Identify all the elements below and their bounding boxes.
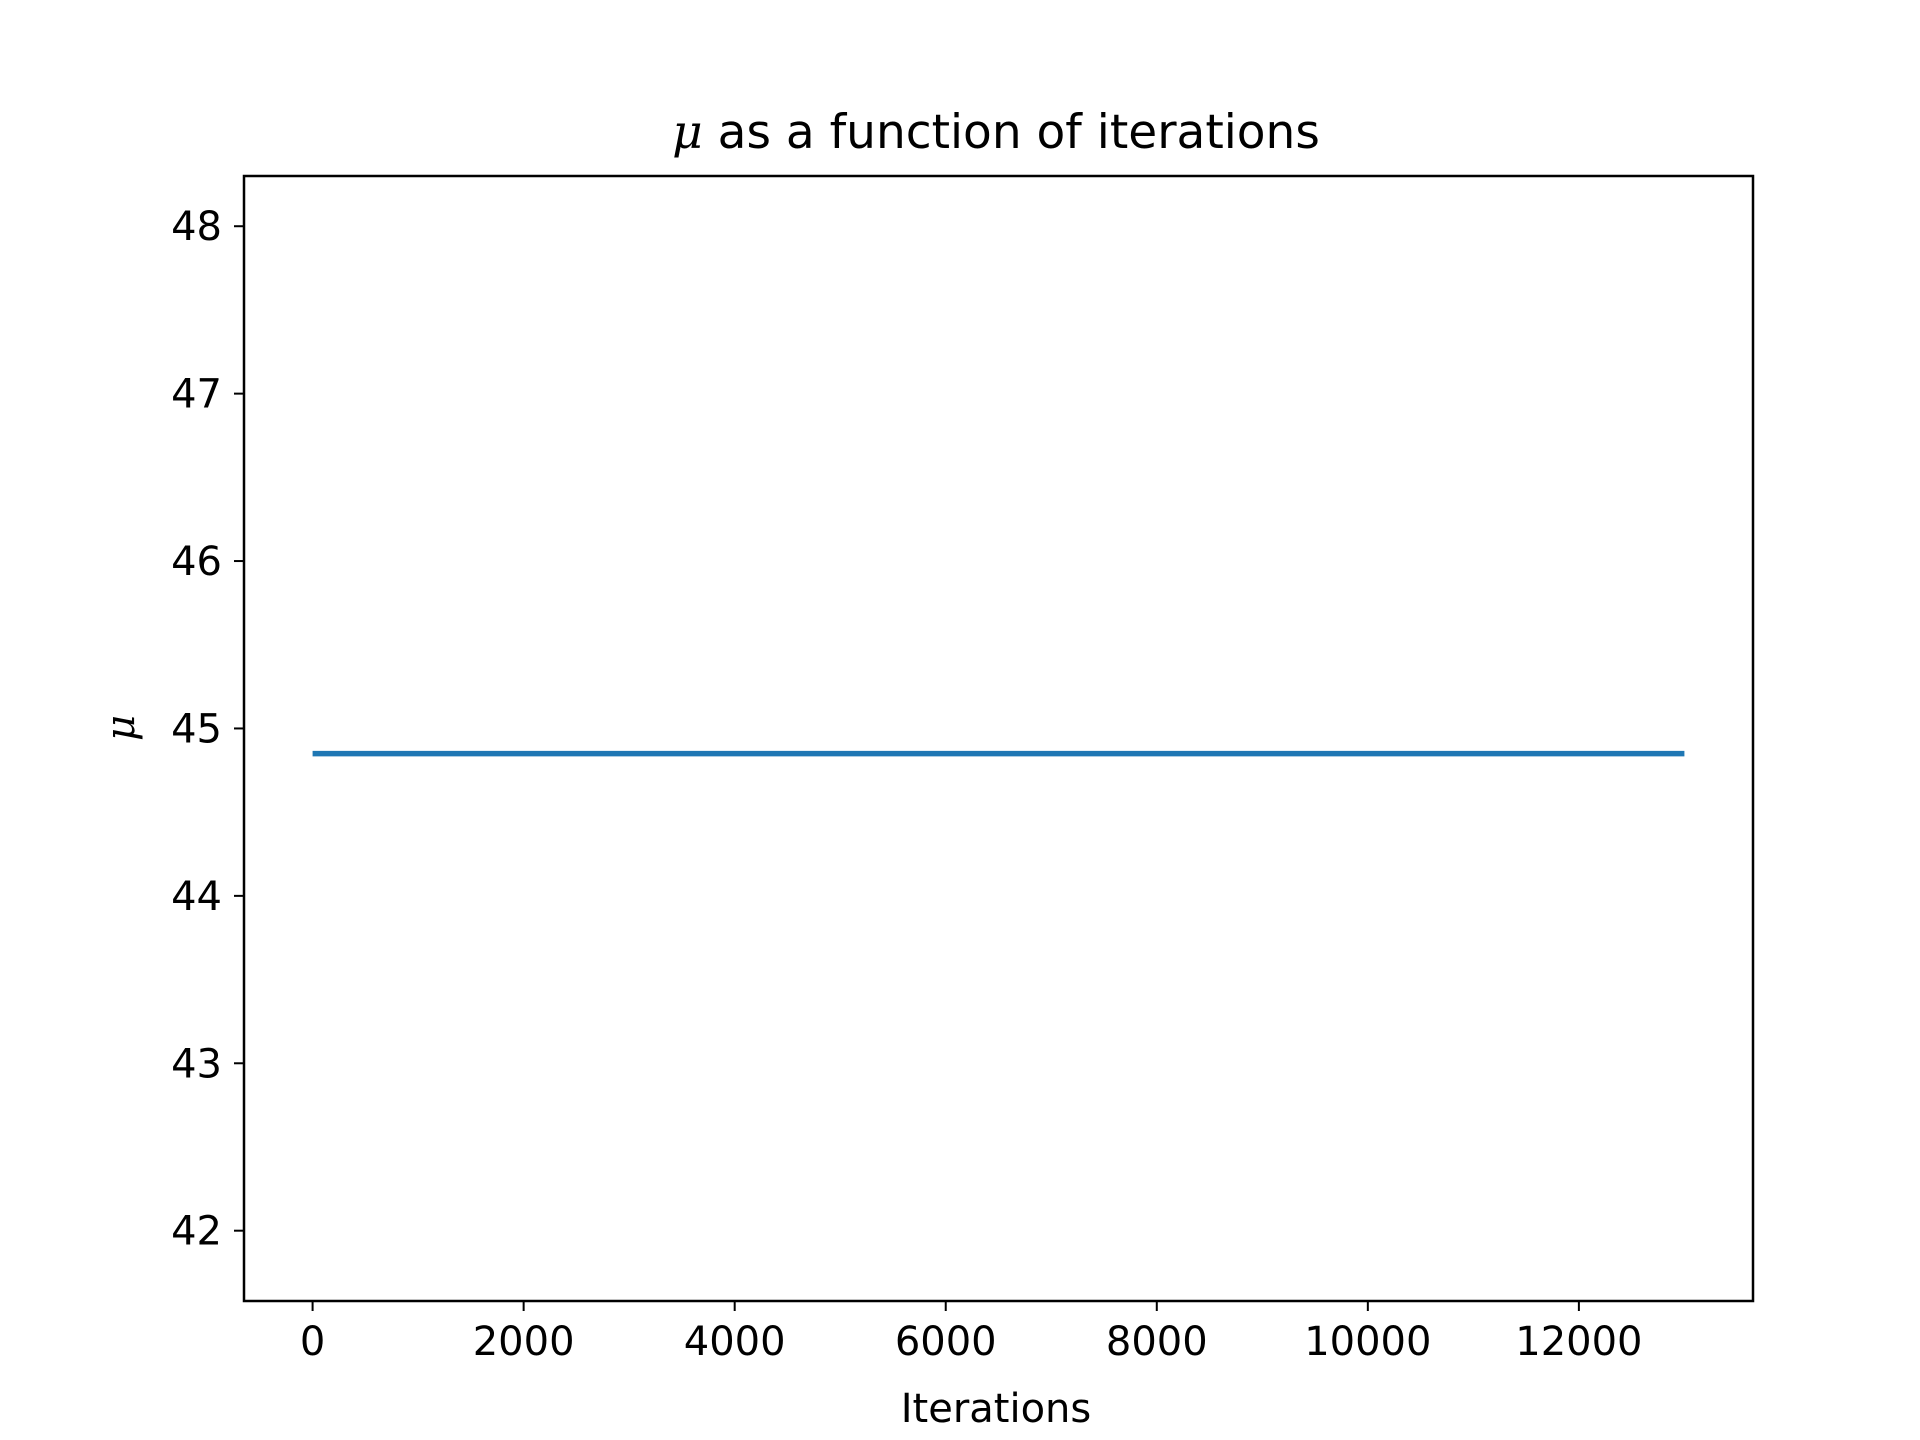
x-tick-label: 12000: [1515, 1319, 1642, 1365]
y-tick-label: 44: [171, 874, 222, 920]
x-tick-label: 8000: [1106, 1319, 1208, 1365]
chart-title-text: as a function of iterations: [703, 105, 1320, 160]
y-axis-label: μ: [98, 715, 144, 741]
x-axis-ticks: 0 2000 4000 6000 8000 10000 12000: [300, 1301, 1643, 1365]
y-tick-label: 43: [171, 1041, 222, 1087]
y-tick-label: 47: [171, 372, 222, 418]
x-tick-label: 6000: [895, 1319, 997, 1365]
x-tick-label: 0: [300, 1319, 325, 1365]
plot-area: 0 2000 4000 6000 8000 10000 12000 42 43 44 45 46 47…: [171, 174, 1755, 1365]
y-tick-label: 46: [171, 539, 222, 585]
x-tick-label: 4000: [684, 1319, 786, 1365]
y-tick-label: 45: [171, 706, 222, 752]
y-tick-label: 48: [171, 204, 222, 250]
chart-title-symbol: μ: [672, 105, 703, 160]
y-axis-ticks: 42 43 44 45 46 47 48: [171, 204, 244, 1255]
x-tick-label: 2000: [473, 1319, 575, 1365]
chart-title: μ as a function of iterations: [672, 105, 1320, 160]
y-tick-label: 42: [171, 1209, 222, 1255]
axes-frame: [242, 174, 1755, 1303]
x-axis-label: Iterations: [901, 1386, 1092, 1432]
x-tick-label: 10000: [1304, 1319, 1431, 1365]
